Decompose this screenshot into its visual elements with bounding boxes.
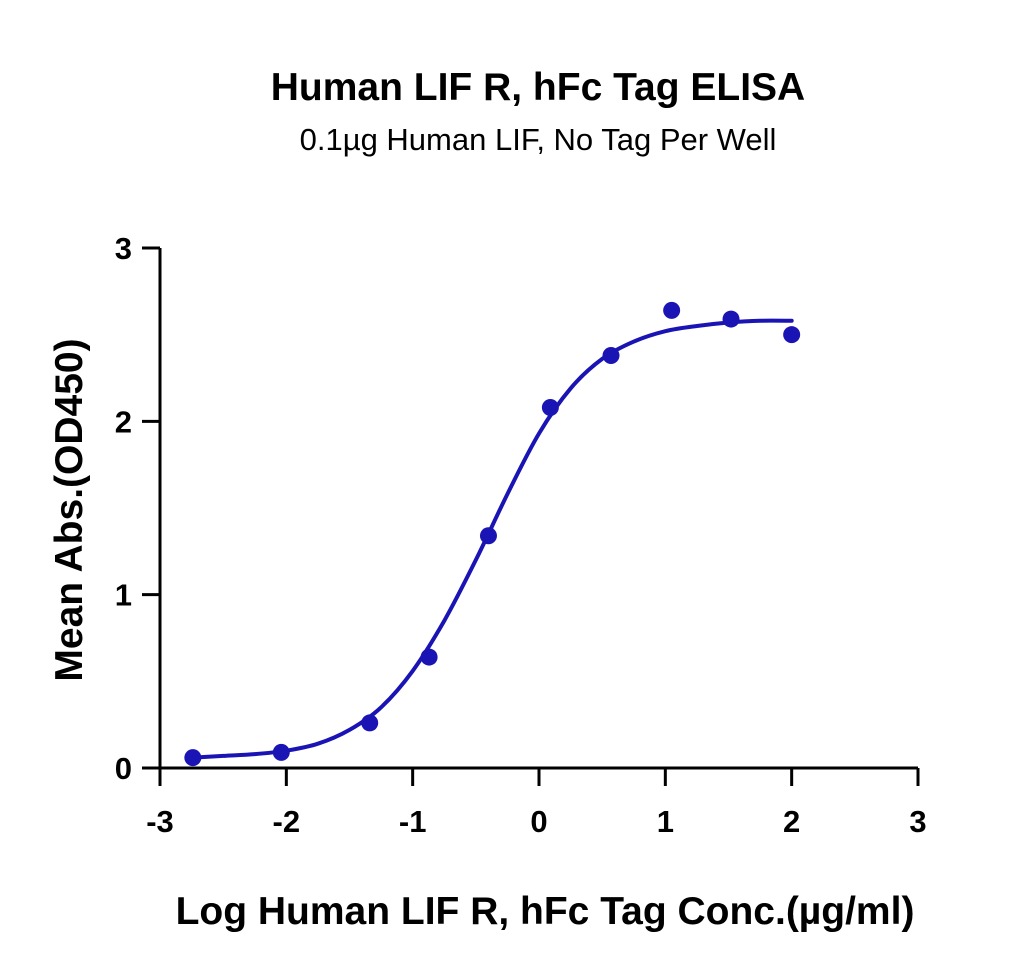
data-point xyxy=(541,398,559,416)
fit-curve-layer xyxy=(190,318,794,760)
x-tick-label: -2 xyxy=(273,804,301,839)
x-tick-label: 2 xyxy=(783,804,800,839)
data-point xyxy=(272,743,290,761)
x-tick-label: -1 xyxy=(399,804,427,839)
y-tick-label: 3 xyxy=(115,231,132,266)
y-axis: 0 1 2 3 xyxy=(115,231,162,786)
data-point xyxy=(479,527,497,545)
chart-title: Human LIF R, hFc Tag ELISA xyxy=(271,66,805,109)
data-point xyxy=(361,714,379,732)
y-tick-label: 2 xyxy=(115,404,132,439)
x-tick-label: 3 xyxy=(909,804,926,839)
x-tick-label: -3 xyxy=(146,804,174,839)
data-point xyxy=(420,648,438,666)
y-tick-label: 0 xyxy=(115,751,132,786)
y-tick-label: 1 xyxy=(115,578,132,613)
data-points-layer xyxy=(184,301,801,767)
x-tick-label: 1 xyxy=(657,804,674,839)
data-point xyxy=(783,326,801,344)
data-point xyxy=(184,749,202,767)
data-point xyxy=(722,310,740,328)
x-axis-title: Log Human LIF R, hFc Tag Conc.(µg/ml) xyxy=(176,890,915,933)
data-point xyxy=(663,301,681,319)
y-axis-title: Mean Abs.(OD450) xyxy=(48,338,91,681)
x-axis: -3 -2 -1 0 1 2 3 xyxy=(142,766,927,839)
data-point xyxy=(602,346,620,364)
fit-curve-line xyxy=(190,318,794,760)
chart-subtitle: 0.1µg Human LIF, No Tag Per Well xyxy=(300,122,777,157)
x-tick-label: 0 xyxy=(530,804,547,839)
